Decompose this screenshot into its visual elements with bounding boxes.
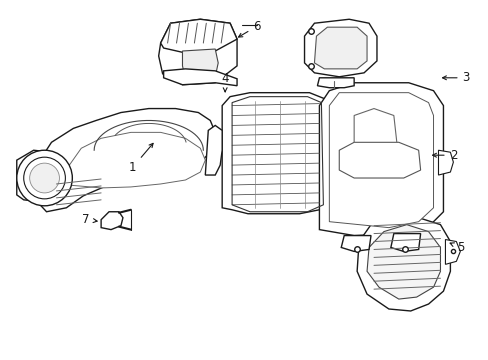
Polygon shape [158, 19, 237, 85]
Polygon shape [66, 132, 205, 188]
Polygon shape [101, 212, 122, 230]
Polygon shape [205, 125, 222, 175]
Text: 4: 4 [221, 72, 228, 92]
Polygon shape [17, 150, 56, 202]
Polygon shape [356, 218, 449, 311]
Text: 3: 3 [442, 71, 469, 84]
Polygon shape [390, 234, 420, 251]
Polygon shape [328, 93, 433, 228]
Polygon shape [438, 150, 452, 175]
Polygon shape [314, 27, 366, 69]
Text: 6: 6 [238, 20, 260, 37]
Circle shape [24, 157, 65, 199]
Polygon shape [339, 142, 420, 178]
Circle shape [17, 150, 72, 206]
Polygon shape [161, 19, 237, 53]
Text: 5: 5 [449, 241, 463, 254]
Polygon shape [222, 93, 328, 214]
Polygon shape [34, 109, 215, 212]
Polygon shape [182, 49, 218, 79]
Polygon shape [317, 78, 353, 88]
Text: 2: 2 [432, 149, 456, 162]
Polygon shape [353, 109, 396, 142]
Circle shape [30, 163, 60, 193]
Polygon shape [319, 83, 443, 235]
Polygon shape [304, 19, 376, 77]
Text: 1: 1 [129, 143, 153, 174]
Polygon shape [163, 69, 237, 86]
Polygon shape [366, 225, 440, 299]
Polygon shape [341, 235, 370, 251]
Polygon shape [445, 239, 459, 264]
Text: 7: 7 [82, 213, 97, 226]
